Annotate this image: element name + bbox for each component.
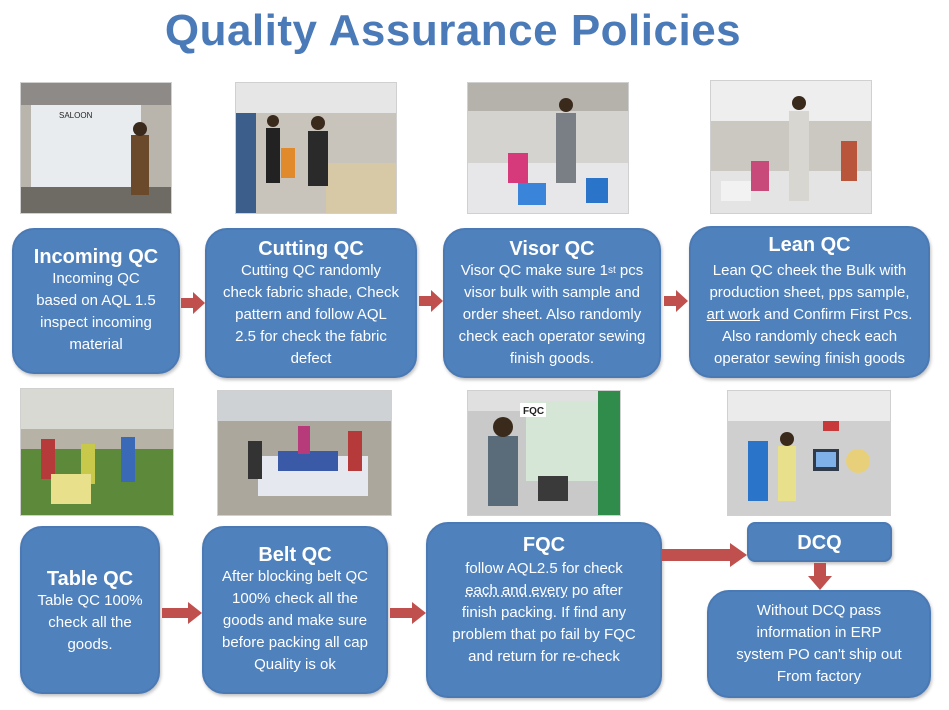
cutting-qc-line: 2.5 for check the fabric <box>235 328 387 345</box>
lean-qc-line: production sheet, pps sample, <box>709 284 910 301</box>
dcq-line: system PO can't ship out <box>736 646 902 663</box>
visor-qc-title: Visor QC <box>509 238 595 260</box>
lean-qc-title: Lean QC <box>768 234 851 256</box>
page-title: Quality Assurance Policies <box>164 6 742 55</box>
incoming-qc-box: Incoming QC Incoming QC based on AQL 1.5… <box>12 228 180 374</box>
dcq-line: Without DCQ pass <box>756 602 882 619</box>
photo-sign-saloon: SALOON <box>59 111 93 120</box>
photo-incoming: SALOON <box>20 82 172 214</box>
visor-qc-line: finish goods. <box>509 350 595 367</box>
fqc-line: problem that po fail by FQC <box>452 626 636 643</box>
dcq-box: Without DCQ pass information in ERP syst… <box>707 590 931 698</box>
lean-qc-line: Also randomly check each <box>721 328 898 345</box>
lean-qc-line: operator sewing finish goods <box>714 350 905 367</box>
art-work-link[interactable]: art work <box>706 306 760 323</box>
photo-lean <box>710 80 872 214</box>
incoming-qc-line: inspect incoming <box>40 314 152 331</box>
photo-visor <box>467 82 629 214</box>
dcq-line: information in ERP <box>756 624 882 641</box>
photo-belt <box>217 390 392 516</box>
photo-sign-fqc: FQC <box>523 406 544 417</box>
visor-qc-line-sup: st <box>607 265 616 276</box>
photo-cutting <box>235 82 397 214</box>
visor-qc-line: visor bulk with sample and <box>464 284 640 301</box>
cutting-qc-title: Cutting QC <box>258 238 364 260</box>
arrow-right-icon <box>181 291 205 315</box>
cutting-qc-box: Cutting QC Cutting QC randomly check fab… <box>205 228 417 378</box>
visor-qc-line: check each operator sewing <box>458 328 646 345</box>
incoming-qc-line: material <box>69 336 123 353</box>
lean-qc-box: Lean QC Lean QC cheek the Bulk with prod… <box>689 226 930 378</box>
lean-qc-line: Lean QC cheek the Bulk with <box>712 262 907 279</box>
belt-qc-line: goods and make sure <box>222 612 368 629</box>
visor-qc-box: Visor QC Visor QC make sure 1st pcs viso… <box>443 228 661 378</box>
cutting-qc-line: defect <box>290 350 332 367</box>
arrow-right-icon <box>419 289 443 313</box>
cutting-qc-line: check fabric shade, Check <box>223 284 399 301</box>
photo-fqc: FQC <box>467 390 621 516</box>
arrow-right-icon <box>162 601 202 625</box>
fqc-line: follow AQL2.5 for check <box>465 560 623 577</box>
visor-qc-line-pre: Visor QC make sure 1 <box>460 262 608 279</box>
photo-dcq <box>727 390 891 516</box>
table-qc-box: Table QC Table QC 100% check all the goo… <box>20 526 160 694</box>
belt-qc-line: After blocking belt QC <box>222 568 368 585</box>
visor-qc-line-post: pcs <box>615 262 644 279</box>
cutting-qc-line: pattern and follow AQL <box>235 306 387 323</box>
fqc-title: FQC <box>522 534 566 556</box>
table-qc-title: Table QC <box>46 568 134 590</box>
table-qc-line: Table QC 100% <box>37 592 143 609</box>
cutting-qc-line: Cutting QC randomly <box>240 262 382 279</box>
fqc-line: each and every po after <box>428 580 660 602</box>
visor-qc-line: order sheet. Also randomly <box>462 306 642 323</box>
photo-table <box>20 388 174 516</box>
fqc-line: finish packing. If find any <box>461 604 627 621</box>
incoming-qc-line: based on AQL 1.5 <box>36 292 156 309</box>
belt-qc-line: 100% check all the <box>232 590 358 607</box>
fqc-line-post: po after <box>567 582 623 599</box>
fqc-line: and return for re-check <box>468 648 620 665</box>
fqc-box: FQC follow AQL2.5 for check each and eve… <box>426 522 662 698</box>
belt-qc-box: Belt QC After blocking belt QC 100% chec… <box>202 526 388 694</box>
lean-qc-line-post: and Confirm First Pcs. <box>759 306 913 323</box>
lean-qc-line: art work and Confirm First Pcs. <box>691 304 928 326</box>
belt-qc-line: Quality is ok <box>254 656 336 673</box>
dcq-title: DCQ <box>797 532 842 554</box>
dcq-line: From factory <box>776 668 862 685</box>
incoming-qc-line: Incoming QC <box>52 270 140 287</box>
belt-qc-line: before packing all cap <box>222 634 368 651</box>
arrow-right-icon <box>390 601 426 625</box>
arrow-right-icon <box>664 289 688 313</box>
table-qc-line: check all the <box>48 614 132 631</box>
arrow-right-icon <box>662 543 747 567</box>
dcq-title-box: DCQ <box>747 522 892 562</box>
fqc-dotted: each and every <box>465 582 568 599</box>
incoming-qc-title: Incoming QC <box>33 246 159 268</box>
arrow-down-icon <box>808 563 832 590</box>
visor-qc-line: Visor QC make sure 1st pcs <box>445 260 659 282</box>
belt-qc-title: Belt QC <box>258 544 332 566</box>
table-qc-line: goods. <box>67 636 113 653</box>
